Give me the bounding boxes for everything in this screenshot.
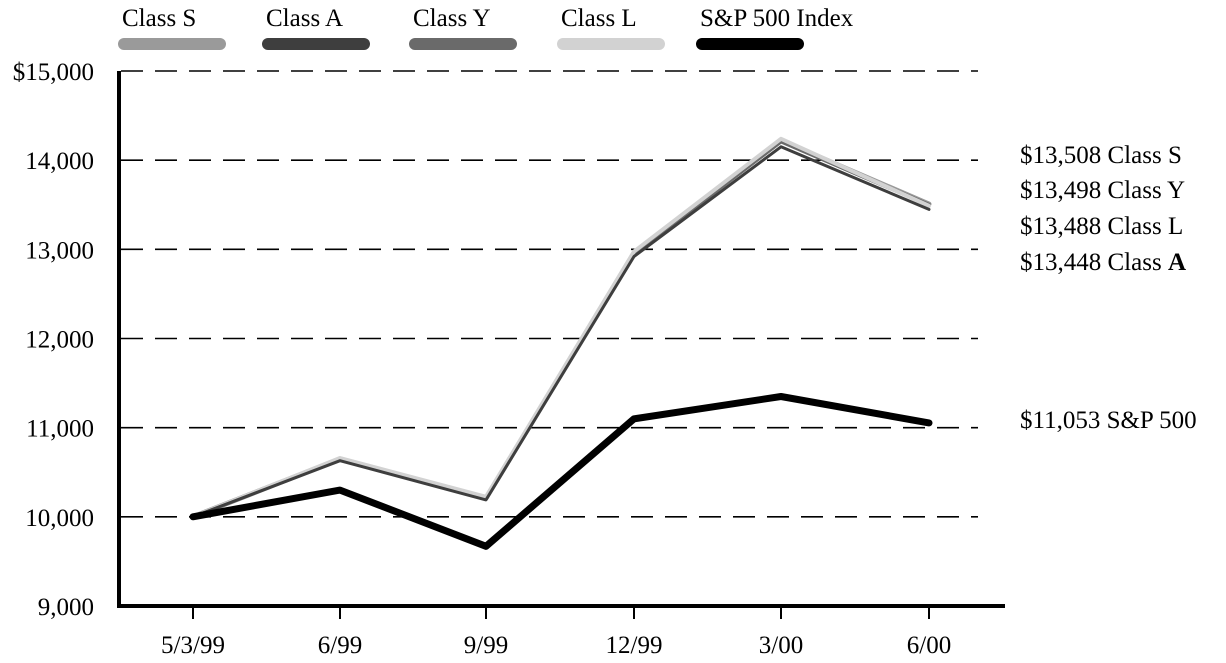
legend: Class S Class A Class Y Class L S&P 500 Inde…	[118, 5, 854, 50]
x-tick-label: 3/00	[759, 632, 803, 659]
legend-label: Class S	[122, 5, 196, 32]
end-value-label: $13,488 Class L	[1020, 213, 1183, 240]
series-line	[191, 145, 931, 519]
tick-labels: $15,000 14,000 13,000 12,000 11,000 10,000 9,0…	[13, 59, 951, 659]
end-value-label: $13,508 Class S	[1020, 142, 1182, 169]
y-tick-label: 10,000	[25, 505, 94, 532]
x-tick-label: 12/99	[606, 632, 663, 659]
legend-label: Class A	[266, 5, 343, 32]
series-line	[190, 138, 932, 520]
legend-label: Class L	[561, 5, 637, 32]
end-value-label: $11,053 S&P 500	[1020, 407, 1197, 434]
y-tick-label: 9,000	[38, 594, 94, 621]
y-tick-label: $15,000	[13, 59, 94, 86]
x-tick-label: 9/99	[464, 632, 508, 659]
end-value-labels: $13,508 Class S $13,498 Class Y $13,488 Cl…	[1020, 142, 1197, 434]
legend-label: Class Y	[413, 5, 491, 32]
series-line	[189, 393, 933, 550]
series-line	[191, 139, 931, 519]
end-value-label: $13,448 Class A	[1020, 249, 1186, 276]
y-tick-label: 13,000	[25, 237, 94, 264]
end-value-label: $13,498 Class Y	[1020, 177, 1185, 204]
x-tick-label: 6/00	[907, 632, 951, 659]
y-tick-label: 11,000	[26, 416, 94, 443]
x-tick-label: 5/3/99	[161, 632, 225, 659]
series-lines	[189, 136, 933, 550]
legend-label: S&P 500 Index	[700, 5, 854, 32]
y-tick-label: 12,000	[25, 327, 94, 354]
y-tick-label: 14,000	[25, 148, 94, 175]
axes	[117, 71, 1005, 608]
series-line	[191, 136, 931, 519]
grid-lines	[121, 70, 978, 518]
x-tick-label: 6/99	[318, 632, 362, 659]
